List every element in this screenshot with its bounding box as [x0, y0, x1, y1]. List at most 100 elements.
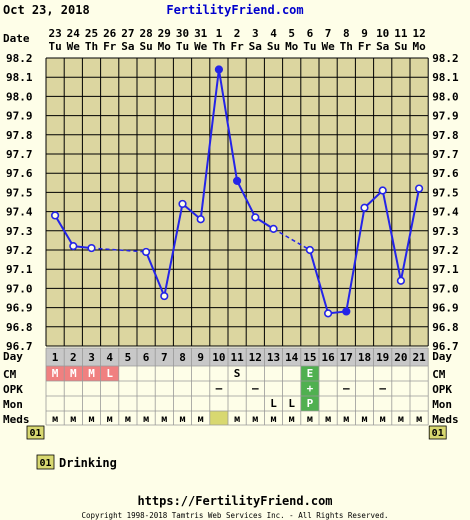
opk-row-label: OPK — [3, 383, 23, 396]
temp-point — [214, 65, 223, 74]
day-number: 12 — [249, 351, 262, 364]
date-tick: 8 — [343, 27, 350, 40]
cm-value: E — [307, 367, 314, 380]
date-tick: 30 — [176, 27, 189, 40]
opk-value: – — [216, 382, 223, 395]
weekday-tick: We — [321, 40, 335, 53]
meds-code-right-text: 01 — [432, 428, 444, 439]
opk-row-label-right: OPK — [432, 383, 452, 396]
date-tick: 2 — [234, 27, 241, 40]
cm-value: M — [70, 367, 77, 380]
meds-value: м — [307, 414, 313, 425]
day-row — [46, 348, 429, 366]
weekday-tick: Tu — [303, 40, 316, 53]
day-number: 3 — [88, 351, 95, 364]
date-tick: 10 — [376, 27, 389, 40]
y-tick-label-left: 97.4 — [6, 206, 33, 219]
y-tick-label-right: 97.8 — [432, 129, 459, 142]
y-tick-label-left: 97.6 — [6, 167, 33, 180]
mon-value: L — [270, 397, 277, 410]
day-number: 19 — [376, 351, 389, 364]
date-label: Date — [3, 32, 30, 45]
y-tick-label-left: 96.7 — [6, 340, 33, 353]
meds-value: м — [325, 414, 331, 425]
fertile-cell — [300, 381, 319, 396]
y-tick-label-right: 96.7 — [432, 340, 459, 353]
y-tick-label-right: 97.4 — [432, 206, 459, 219]
temp-point — [378, 186, 387, 195]
weekday-tick: Mo — [285, 40, 299, 53]
weekday-tick: Su — [267, 40, 280, 53]
meds-value: м — [52, 414, 58, 425]
y-tick-label-right: 97.3 — [432, 225, 459, 238]
temp-point — [142, 247, 151, 257]
opk-value: – — [343, 382, 350, 395]
temp-point — [69, 242, 78, 251]
temp-point — [269, 224, 278, 233]
date-tick: 23 — [48, 27, 61, 40]
day-number: 21 — [412, 351, 426, 364]
day-number: 17 — [340, 351, 353, 364]
temp-point — [160, 291, 169, 301]
weekday-tick: Th — [340, 40, 353, 53]
date-tick: 31 — [194, 27, 208, 40]
meds-row-label-right: Meds — [432, 413, 459, 426]
weekday-tick: We — [194, 40, 208, 53]
weekday-tick: Tu — [176, 40, 189, 53]
temp-line-segment — [236, 180, 257, 218]
cm-value: M — [88, 367, 95, 380]
cm-value: M — [52, 367, 59, 380]
temp-point — [324, 309, 333, 318]
date-tick: 9 — [361, 27, 368, 40]
temp-point — [360, 203, 369, 212]
cm-value: L — [106, 367, 113, 380]
brand-link: FertilityFriend.com — [166, 3, 303, 17]
header-date: Oct 23, 2018 — [3, 3, 90, 17]
weekday-tick: Sa — [249, 40, 262, 53]
temp-point — [415, 184, 424, 193]
day-number: 15 — [303, 351, 316, 364]
day-number: 16 — [321, 351, 335, 364]
legend-label: Drinking — [59, 456, 117, 470]
date-tick: 11 — [394, 27, 408, 40]
date-tick: 6 — [307, 27, 314, 40]
weekday-tick: Fr — [230, 40, 244, 53]
y-tick-label-right: 98.2 — [432, 52, 459, 65]
y-tick-label-left: 97.9 — [6, 110, 33, 123]
weekday-tick: Fr — [358, 40, 372, 53]
y-tick-label-right: 97.0 — [432, 282, 459, 295]
y-tick-label-right: 97.9 — [432, 110, 459, 123]
plot-area — [46, 58, 429, 346]
footer-copyright: Copyright 1998-2018 Tamtris Web Services… — [81, 511, 388, 520]
y-tick-label-right: 96.8 — [432, 321, 459, 334]
meds-code-left — [26, 425, 45, 440]
temp-line-segment — [308, 249, 330, 314]
weekday-tick: Su — [139, 40, 152, 53]
temp-line-segment — [363, 189, 384, 209]
y-tick-label-left: 97.5 — [6, 186, 33, 199]
day-number: 2 — [70, 351, 77, 364]
y-tick-label-right: 98.1 — [432, 71, 459, 84]
day-number: 4 — [106, 351, 113, 364]
day-number: 9 — [197, 351, 204, 364]
date-tick: 27 — [121, 27, 134, 40]
day-number: 6 — [143, 351, 150, 364]
temp-line-segment — [217, 69, 239, 182]
temp-point — [305, 245, 315, 255]
weekday-tick: Su — [394, 40, 407, 53]
weekday-tick: Tu — [48, 40, 61, 53]
temp-line-gap — [273, 228, 311, 251]
meds-value: м — [289, 414, 295, 425]
date-tick: 4 — [270, 27, 277, 40]
date-tick: 28 — [139, 27, 152, 40]
y-tick-label-right: 98.0 — [432, 90, 459, 103]
date-tick: 12 — [412, 27, 425, 40]
meds-value: м — [88, 414, 94, 425]
y-tick-label-right: 97.5 — [432, 186, 459, 199]
y-tick-label-right: 97.7 — [432, 148, 459, 161]
day-number: 5 — [125, 351, 132, 364]
temp-point — [251, 213, 260, 222]
meds-value: м — [234, 414, 240, 425]
meds-value: м — [179, 414, 185, 425]
day-row-label: Day — [3, 350, 23, 363]
